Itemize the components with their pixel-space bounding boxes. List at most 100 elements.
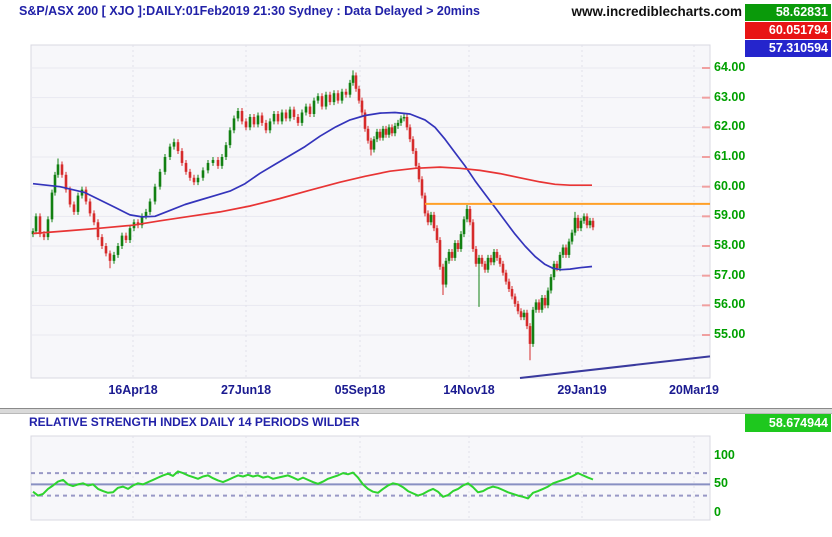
candle-body <box>244 121 248 128</box>
candle-body <box>308 106 312 114</box>
candle-body <box>513 296 517 304</box>
candle-body <box>504 272 508 282</box>
candle-body <box>585 216 589 226</box>
candle-body <box>432 214 436 229</box>
trendline <box>519 355 711 379</box>
candle-body <box>378 131 382 138</box>
price-axis-label: 62.00 <box>714 119 746 134</box>
candle-body <box>232 118 236 131</box>
panel-splitter[interactable] <box>0 408 832 414</box>
candle-body <box>510 289 514 297</box>
candle-body <box>252 116 256 125</box>
candle-body <box>537 302 541 310</box>
candle-body <box>390 127 394 134</box>
candle-body <box>570 232 574 242</box>
candle-body <box>50 192 54 220</box>
candle-body <box>344 91 348 95</box>
candle-body <box>552 263 556 278</box>
candle-body <box>72 204 76 212</box>
candle-body <box>176 142 180 152</box>
candle-body <box>591 220 595 228</box>
candle-body <box>100 237 104 247</box>
candle-body <box>184 162 188 172</box>
candle-body <box>288 109 292 119</box>
chart-title: S&P/ASX 200 [ XJO ]:DAILY:01Feb2019 21:3… <box>19 4 480 18</box>
candle-body <box>196 177 200 183</box>
candle-body <box>272 113 276 122</box>
candle-body <box>140 216 144 226</box>
candle-body <box>68 189 72 205</box>
candle-body <box>220 157 224 166</box>
candle-body <box>375 131 379 140</box>
candle-body <box>144 211 148 217</box>
candle-body <box>543 297 547 306</box>
ma-red-line <box>32 166 592 235</box>
candle-body <box>163 157 167 172</box>
candle-body <box>332 93 336 103</box>
candle-body <box>453 243 457 258</box>
candle-body <box>384 128 388 135</box>
date-axis-label: 16Apr18 <box>108 383 158 397</box>
price-axis-label: 56.00 <box>714 297 746 312</box>
candle-body <box>555 263 559 269</box>
candle-body <box>280 112 284 122</box>
candle-body <box>435 228 439 241</box>
candle-body <box>240 111 244 122</box>
candle-body <box>576 217 580 229</box>
website-link[interactable]: www.incrediblecharts.com <box>571 4 742 19</box>
candle-body <box>268 121 272 131</box>
candle-body <box>456 243 460 249</box>
candle-body <box>84 189 88 202</box>
candle-body <box>459 234 463 249</box>
price-axis-label: 55.00 <box>714 327 746 341</box>
price-axis-label: 61.00 <box>714 149 746 163</box>
candle-body <box>348 82 352 95</box>
price-axis-label: 64.00 <box>714 60 746 74</box>
candle-body <box>414 151 418 166</box>
candle-body <box>516 303 520 312</box>
candle-body <box>540 297 544 310</box>
candle-body <box>465 208 469 220</box>
candle-body <box>300 112 304 123</box>
candle-body <box>396 122 400 126</box>
candle-body <box>501 263 505 273</box>
candle-body <box>328 94 332 103</box>
candle-body <box>408 127 412 140</box>
price-plot-area <box>30 44 711 379</box>
candle-body <box>357 88 361 101</box>
candle-body <box>477 257 481 264</box>
candle-body <box>399 118 403 123</box>
candle-body <box>336 93 340 101</box>
candle-body <box>46 219 50 238</box>
candle-body <box>224 145 228 158</box>
candle-body <box>168 146 172 158</box>
candle-body <box>381 128 385 138</box>
candle-body <box>192 177 196 183</box>
candle-body <box>393 125 397 134</box>
candle-body <box>34 216 38 232</box>
candle-body <box>525 312 529 327</box>
candle-body <box>420 179 424 196</box>
candle-body <box>228 130 232 146</box>
candle-body <box>158 171 162 187</box>
candle-body <box>411 139 415 152</box>
rsi-line <box>32 470 594 500</box>
candle-body <box>116 246 120 255</box>
candle-body <box>546 290 550 306</box>
candle-body <box>88 201 92 214</box>
price-axis-label: 63.00 <box>714 89 746 104</box>
candle-body <box>429 214 433 223</box>
candle-body <box>564 247 568 255</box>
candle-body <box>468 208 472 223</box>
candle-body <box>531 309 535 344</box>
quote-box-ma-red: 60.051794 <box>745 22 831 39</box>
candle-body <box>211 159 215 163</box>
price-axis-label: 58.00 <box>714 238 746 252</box>
candle-body <box>56 164 60 175</box>
candle-body <box>128 228 132 241</box>
candle-body <box>172 142 176 147</box>
candle-body <box>153 186 157 202</box>
candle-body <box>417 165 421 180</box>
candle-body <box>549 277 553 291</box>
